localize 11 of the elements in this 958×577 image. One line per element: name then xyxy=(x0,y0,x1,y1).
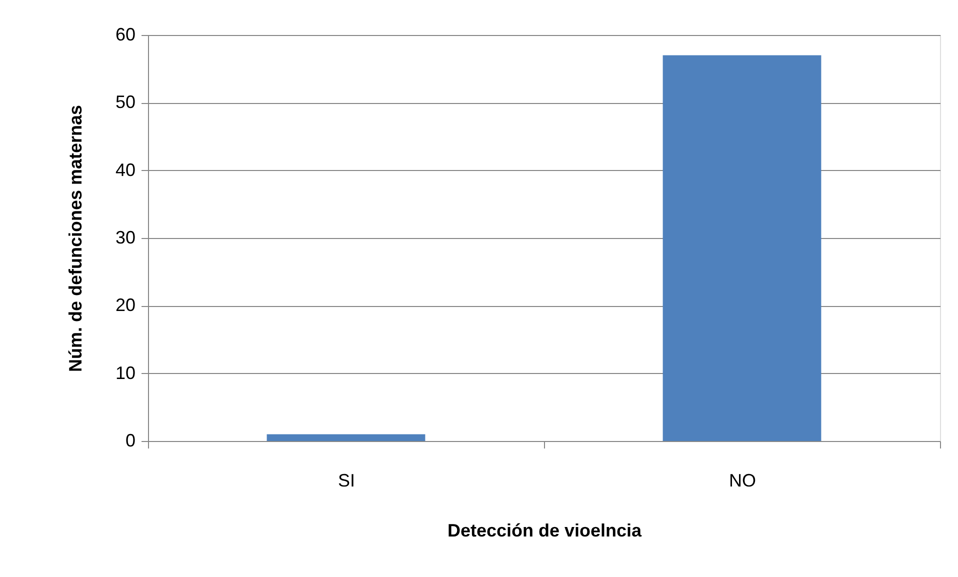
x-tick-label: SI xyxy=(338,470,356,490)
y-tick-label: 60 xyxy=(115,24,136,44)
x-axis-title: Detección de vioelncia xyxy=(447,520,643,540)
y-tick-label: 50 xyxy=(115,92,136,112)
x-tick-label: NO xyxy=(729,470,756,490)
y-tick-label: 20 xyxy=(115,295,136,316)
y-tick-label: 10 xyxy=(115,362,136,383)
y-tick-label: 30 xyxy=(115,228,136,248)
y-tick-label: 0 xyxy=(125,430,136,450)
y-axis-title: Núm. de defunciones maternas xyxy=(65,104,86,372)
y-tick-label: 40 xyxy=(115,160,136,180)
